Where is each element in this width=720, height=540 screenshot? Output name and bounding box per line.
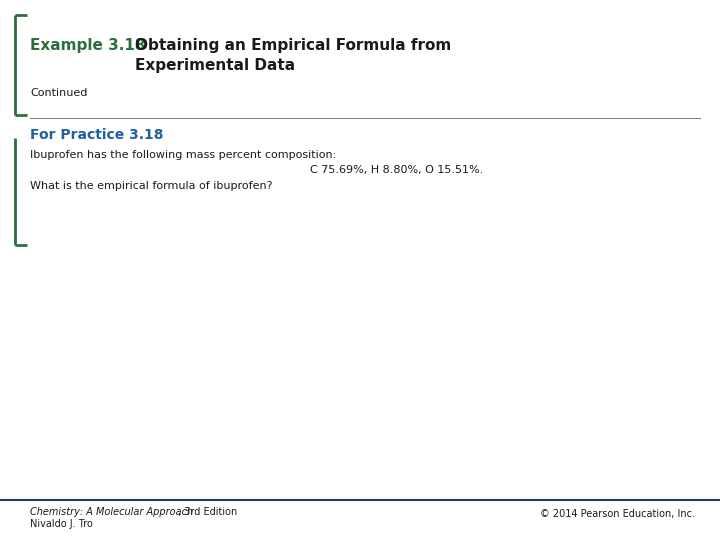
Text: C 75.69%, H 8.80%, O 15.51%.: C 75.69%, H 8.80%, O 15.51%. [310,165,483,175]
Text: Ibuprofen has the following mass percent composition:: Ibuprofen has the following mass percent… [30,150,336,160]
Text: © 2014 Pearson Education, Inc.: © 2014 Pearson Education, Inc. [540,509,695,519]
Text: Nivaldo J. Tro: Nivaldo J. Tro [30,519,93,529]
Text: , 3rd Edition: , 3rd Edition [178,507,238,517]
Text: Obtaining an Empirical Formula from: Obtaining an Empirical Formula from [135,38,451,53]
Text: What is the empirical formula of ibuprofen?: What is the empirical formula of ibuprof… [30,181,272,191]
Text: Chemistry: A Molecular Approach: Chemistry: A Molecular Approach [30,507,193,517]
Text: Experimental Data: Experimental Data [135,58,295,73]
Text: For Practice 3.18: For Practice 3.18 [30,128,163,142]
Text: Example 3.18: Example 3.18 [30,38,145,53]
Text: Continued: Continued [30,88,87,98]
